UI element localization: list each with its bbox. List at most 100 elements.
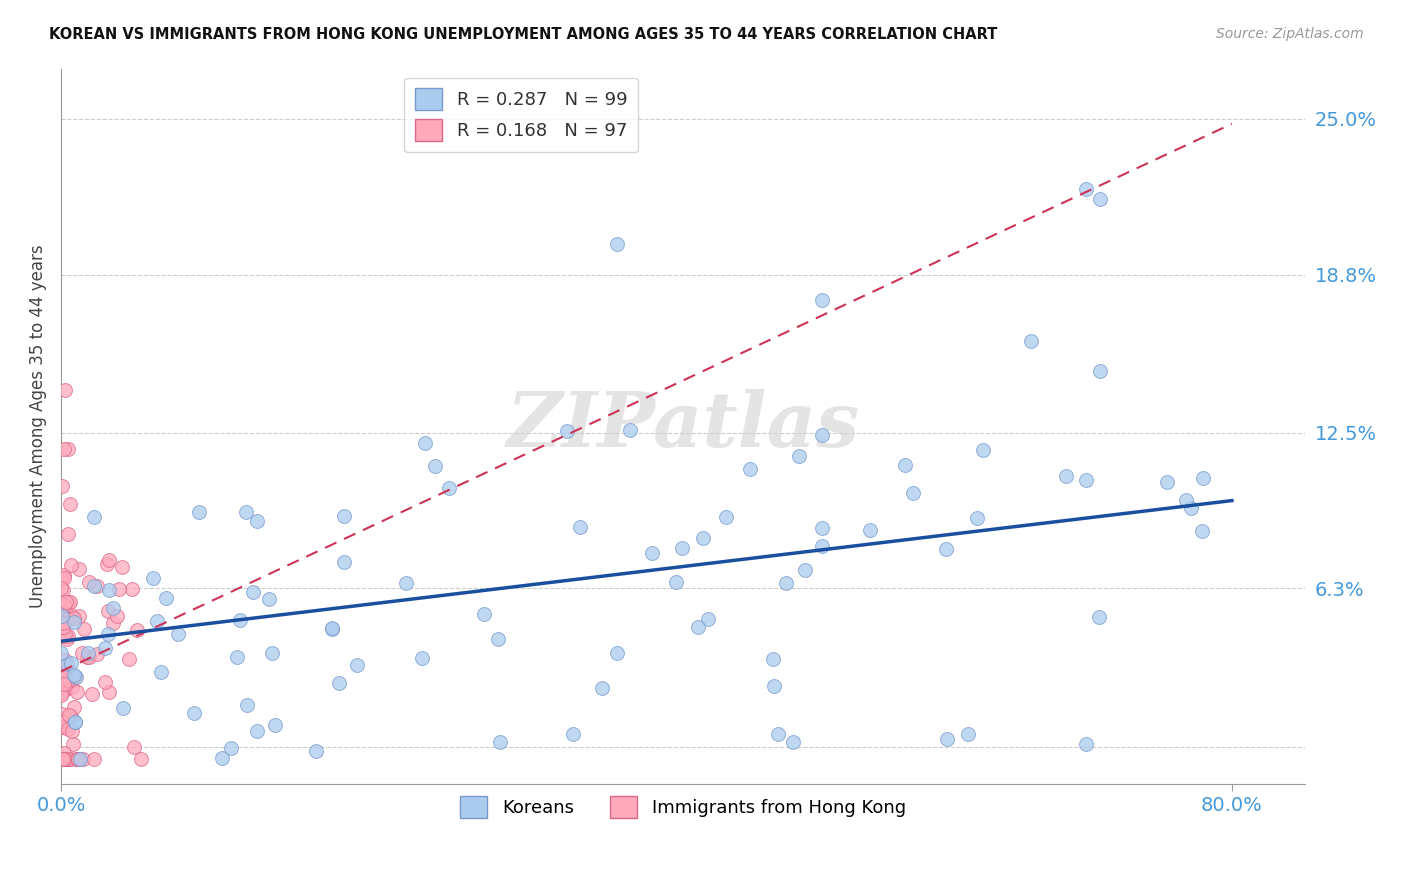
Point — [966, 511, 988, 525]
Point — [52, 616, 75, 631]
Point — [103, 601, 125, 615]
Point — [1088, 364, 1111, 378]
Point — [63, 714, 86, 729]
Point — [97, 583, 120, 598]
Point — [766, 727, 789, 741]
Point — [1088, 610, 1111, 624]
Point — [76, 650, 98, 665]
Point — [58, 722, 80, 736]
Point — [69, 562, 91, 576]
Point — [65, 669, 87, 683]
Text: Source: ZipAtlas.com: Source: ZipAtlas.com — [1216, 27, 1364, 41]
Point — [762, 680, 785, 694]
Point — [321, 621, 343, 635]
Point — [811, 428, 834, 442]
Point — [79, 650, 101, 665]
Point — [1191, 524, 1213, 538]
Point — [62, 668, 84, 682]
Point — [811, 293, 834, 307]
Point — [333, 555, 356, 569]
Point — [53, 567, 76, 582]
Point — [775, 576, 797, 591]
Point — [321, 622, 343, 636]
Point — [901, 486, 924, 500]
Point — [51, 720, 73, 734]
Point — [55, 607, 77, 621]
Point — [83, 752, 105, 766]
Point — [70, 647, 93, 661]
Point — [52, 752, 75, 766]
Point — [72, 752, 94, 766]
Point — [665, 574, 688, 589]
Point — [58, 673, 80, 687]
Point — [65, 670, 87, 684]
Point — [97, 604, 120, 618]
Point — [65, 752, 87, 766]
Point — [52, 751, 75, 765]
Point — [69, 752, 91, 766]
Point — [53, 571, 76, 585]
Point — [155, 591, 177, 605]
Point — [49, 662, 72, 676]
Point — [782, 735, 804, 749]
Point — [53, 626, 76, 640]
Point — [489, 735, 512, 749]
Text: ZIPatlas: ZIPatlas — [506, 390, 859, 464]
Point — [395, 576, 418, 591]
Point — [77, 574, 100, 589]
Point — [146, 614, 169, 628]
Point — [1192, 471, 1215, 485]
Point — [794, 564, 817, 578]
Point — [66, 684, 89, 698]
Point — [411, 650, 433, 665]
Point — [591, 681, 613, 695]
Point — [107, 609, 129, 624]
Point — [65, 752, 87, 766]
Point — [52, 442, 75, 456]
Point — [56, 752, 79, 766]
Point — [56, 629, 79, 643]
Point — [305, 744, 328, 758]
Point — [125, 623, 148, 637]
Point — [58, 708, 80, 723]
Point — [51, 686, 73, 700]
Point — [51, 688, 73, 702]
Point — [486, 632, 509, 646]
Point — [103, 616, 125, 631]
Point — [811, 521, 834, 535]
Point — [1156, 475, 1178, 489]
Point — [55, 595, 77, 609]
Point — [246, 723, 269, 738]
Point — [52, 582, 75, 597]
Point — [56, 752, 79, 766]
Point — [51, 752, 73, 766]
Point — [60, 723, 83, 738]
Point — [56, 612, 79, 626]
Point — [211, 751, 233, 765]
Point — [51, 628, 73, 642]
Point — [569, 520, 592, 534]
Point — [894, 458, 917, 472]
Point — [53, 752, 76, 766]
Point — [51, 608, 73, 623]
Point — [187, 505, 209, 519]
Point — [714, 510, 737, 524]
Point — [51, 646, 73, 660]
Point — [935, 732, 957, 747]
Point — [93, 674, 115, 689]
Point — [59, 752, 82, 766]
Point — [96, 557, 118, 571]
Point — [63, 715, 86, 730]
Point — [77, 646, 100, 660]
Point — [58, 497, 80, 511]
Point — [242, 585, 264, 599]
Point — [346, 657, 368, 672]
Point — [619, 423, 641, 437]
Point — [142, 571, 165, 585]
Point — [51, 752, 73, 766]
Point — [226, 650, 249, 665]
Point — [183, 706, 205, 721]
Point — [49, 685, 72, 699]
Point — [236, 698, 259, 712]
Point — [53, 669, 76, 683]
